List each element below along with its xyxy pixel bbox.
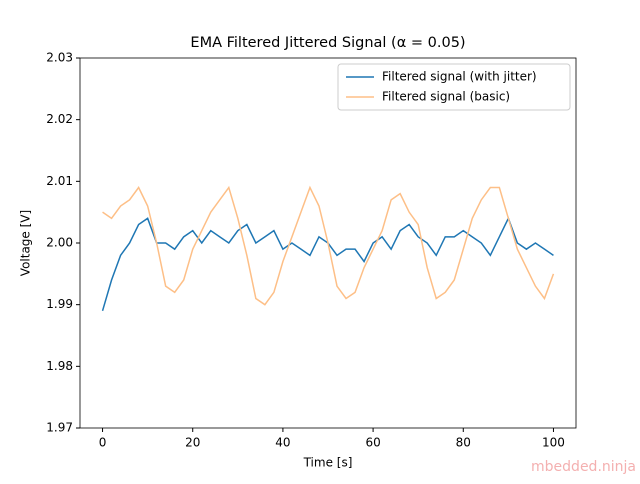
x-tick-label: 20: [185, 436, 200, 450]
y-tick-label: 1.97: [46, 421, 73, 435]
x-axis-label: Time [s]: [303, 456, 353, 470]
y-axis-label: Voltage [V]: [19, 210, 33, 276]
y-tick-label: 1.99: [46, 297, 73, 311]
series-line: [102, 185, 555, 306]
legend-label: Filtered signal (basic): [382, 90, 510, 104]
chart-title: EMA Filtered Jittered Signal (α = 0.05): [190, 35, 465, 51]
y-tick-label: 2.03: [46, 51, 73, 65]
x-tick-label: 100: [542, 436, 565, 450]
x-tick-label: 0: [99, 436, 107, 450]
y-tick-label: 2.02: [46, 112, 73, 126]
x-tick-label: 40: [275, 436, 290, 450]
x-tick-label: 80: [456, 436, 471, 450]
legend-label: Filtered signal (with jitter): [382, 70, 537, 84]
y-tick-label: 2.00: [46, 236, 73, 250]
plot-frame: [79, 57, 577, 429]
watermark: mbedded.ninja: [531, 459, 636, 475]
y-tick-label: 1.98: [46, 359, 73, 373]
x-tick-label: 60: [365, 436, 380, 450]
legend-box: [337, 63, 571, 111]
y-tick-label: 2.01: [46, 174, 73, 188]
series-line: [101, 216, 554, 312]
